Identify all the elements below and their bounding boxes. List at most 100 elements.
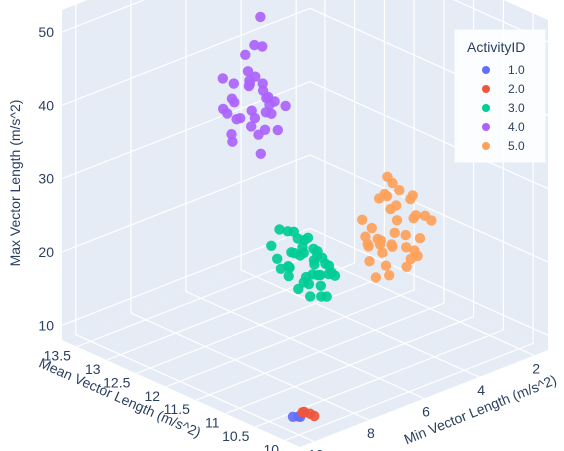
grid-line-x (240, 0, 480, 378)
point-series-3.0-37[interactable] (300, 271, 312, 283)
point-series-5.0-35[interactable] (370, 272, 382, 283)
point-series-4.0-26[interactable] (249, 112, 261, 124)
x-tick-label: 10 (308, 447, 324, 451)
point-series-4.0-15[interactable] (255, 148, 266, 159)
legend-item-2.0[interactable]: 2.0 (482, 82, 525, 96)
x-tick-label: 2 (532, 360, 540, 376)
point-series-4.0-29[interactable] (249, 39, 260, 51)
legend-marker (482, 85, 490, 93)
point-series-3.0-30[interactable] (315, 269, 326, 281)
y-tick-label: 13.5 (44, 348, 71, 364)
x-tick-label: 8 (367, 425, 375, 441)
point-series-5.0-32[interactable] (384, 270, 395, 281)
point-series-3.0-28[interactable] (321, 291, 332, 302)
point-series-3.0-39[interactable] (329, 270, 341, 281)
point-series-5.0-30[interactable] (364, 256, 375, 267)
point-series-4.0-27[interactable] (246, 121, 257, 132)
point-series-5.0-33[interactable] (382, 171, 393, 182)
grid-line-y (165, 0, 415, 388)
point-series-5.0-25[interactable] (401, 261, 412, 272)
point-series-4.0-21[interactable] (260, 107, 272, 118)
point-series-4.0-32[interactable] (226, 129, 237, 140)
point-series-3.0-23[interactable] (283, 270, 294, 282)
point-series-3.0-33[interactable] (293, 283, 304, 295)
point-series-5.0-15[interactable] (394, 185, 405, 196)
legend-items[interactable]: 1.0 2.0 3.0 4.0 5.0 (482, 63, 525, 153)
legend-item-1.0[interactable]: 1.0 (482, 63, 525, 77)
point-series-5.0-19[interactable] (380, 260, 392, 271)
grid-line-x (185, 0, 425, 400)
point-series-5.0-18[interactable] (426, 215, 437, 226)
point-series-3.0-26[interactable] (275, 263, 287, 274)
y-tick-label: 11.5 (164, 401, 190, 417)
point-series-5.0-23[interactable] (400, 229, 411, 241)
y-tick-label: 13 (85, 361, 101, 377)
legend-label: 3.0 (508, 101, 525, 115)
point-series-5.0-34[interactable] (386, 239, 397, 250)
point-series-5.0-2[interactable] (389, 227, 400, 238)
point-series-4.0-22[interactable] (235, 113, 246, 124)
point-series-5.0-20[interactable] (374, 193, 385, 204)
point-series-4.0-28[interactable] (244, 78, 255, 90)
point-series-3.0-14[interactable] (305, 291, 316, 302)
point-series-3.0-34[interactable] (288, 226, 299, 237)
point-series-5.0-28[interactable] (401, 242, 412, 253)
point-series-3.0-21[interactable] (283, 262, 295, 273)
point-series-3.0-31[interactable] (286, 247, 297, 258)
z-axis-title: Max Vector Length (m/s^2) (7, 100, 23, 267)
point-series-4.0-24[interactable] (263, 91, 274, 103)
legend-item-5.0[interactable]: 5.0 (482, 139, 525, 153)
point-series-3.0-36[interactable] (308, 243, 319, 254)
point-series-4.0-33[interactable] (272, 124, 283, 136)
point-series-3.0-16[interactable] (298, 247, 309, 259)
point-series-4.0-34[interactable] (228, 78, 239, 89)
point-series-4.0-31[interactable] (280, 100, 291, 112)
series-4.0[interactable] (217, 11, 291, 159)
point-series-2.0-3[interactable] (297, 407, 308, 418)
series-2.0[interactable] (297, 406, 320, 422)
x-tick-label: 6 (422, 404, 430, 420)
legend-item-4.0[interactable]: 4.0 (482, 120, 525, 134)
point-series-4.0-30[interactable] (222, 108, 233, 119)
point-series-5.0-26[interactable] (366, 222, 377, 234)
point-series-1.0-2[interactable] (287, 411, 299, 422)
point-series-5.0-31[interactable] (410, 210, 422, 221)
series-5.0[interactable] (357, 171, 437, 283)
point-series-3.0-5[interactable] (272, 253, 283, 264)
point-series-4.0-8[interactable] (229, 97, 240, 108)
point-series-5.0-22[interactable] (363, 241, 374, 252)
y-tick-label: 10 (264, 441, 280, 451)
point-series-4.0-3[interactable] (242, 66, 254, 77)
point-series-5.0-9[interactable] (381, 191, 393, 202)
grid-line-z (61, 0, 549, 43)
point-series-5.0-27[interactable] (405, 253, 416, 265)
point-series-5.0-37[interactable] (357, 214, 368, 225)
point-series-3.0-4[interactable] (315, 280, 326, 291)
grid-line-z (61, 154, 549, 263)
point-series-3.0-38[interactable] (266, 240, 277, 251)
point-series-4.0-1[interactable] (257, 41, 268, 52)
point-series-4.0-18[interactable] (257, 78, 268, 89)
z-tick-label: 50 (38, 24, 54, 40)
point-series-4.0-25[interactable] (217, 73, 228, 84)
x-tick-label: 4 (477, 382, 485, 398)
point-series-4.0-16[interactable] (240, 49, 251, 60)
point-series-4.0-14[interactable] (259, 124, 271, 135)
point-series-5.0-21[interactable] (414, 233, 426, 244)
point-series-3.0-32[interactable] (308, 255, 320, 266)
scatter-points[interactable] (217, 11, 437, 422)
point-series-2.0-2[interactable] (309, 410, 320, 422)
series-3.0[interactable] (266, 224, 341, 302)
point-series-5.0-14[interactable] (409, 245, 420, 256)
legend-item-3.0[interactable]: 3.0 (482, 101, 525, 115)
point-series-5.0-11[interactable] (377, 247, 388, 258)
point-series-3.0-19[interactable] (274, 224, 285, 235)
point-series-5.0-36[interactable] (407, 190, 418, 201)
legend[interactable]: ActivityID 1.0 2.0 3.0 4.0 5.0 (454, 29, 546, 163)
point-series-5.0-16[interactable] (375, 235, 387, 246)
z-tick-label: 10 (38, 317, 54, 333)
point-series-5.0-29[interactable] (385, 203, 396, 215)
point-series-4.0-0[interactable] (255, 11, 266, 23)
point-series-5.0-0[interactable] (391, 215, 403, 226)
